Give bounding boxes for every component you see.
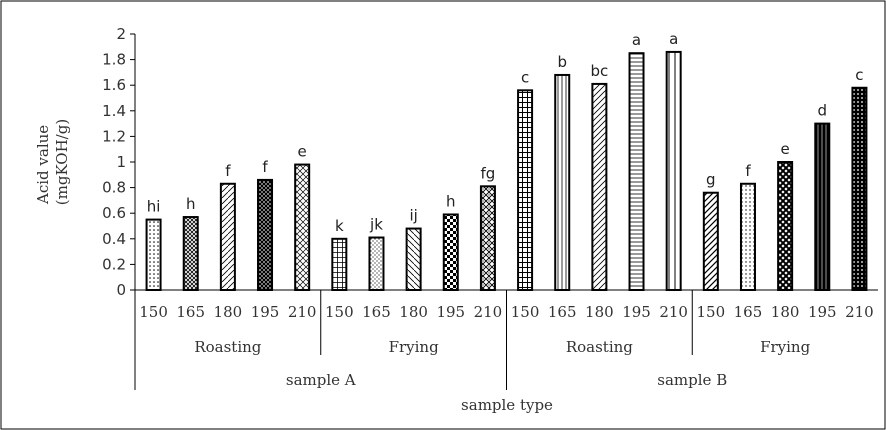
significance-label: a [669,30,678,48]
y-axis-label-line-1: Acid value [34,125,52,205]
bar [554,73,571,291]
y-tick-label: 1.6 [102,76,126,94]
y-tick-label: 0.8 [102,179,126,197]
bar [739,182,756,291]
significance-label: bc [590,62,608,80]
y-tick-label: 0.2 [102,255,126,273]
y-tick-label: 1.4 [102,102,126,120]
significance-label: f [225,162,231,180]
method-label: Frying [389,338,440,356]
bar [702,191,719,291]
significance-label: d [818,102,828,120]
y-tick-label: 0 [116,281,126,299]
bar-labels: hi h f f e k jk ij h fg c b bc a a g f e d c [147,30,864,235]
method-label: Frying [760,338,811,356]
bar [257,178,274,291]
sample-label: sample A [286,371,356,389]
bar [814,122,831,291]
x-tick-label: 195 [808,303,837,321]
x-tick-label: 150 [697,303,726,321]
x-axis: 150 165 180 195 210 150 165 180 195 210 150 165 180 1… [134,289,878,390]
x-tick-label: 150 [325,303,354,321]
significance-label: e [781,140,790,158]
x-tick-label: 195 [622,303,651,321]
bar [591,82,608,291]
x-tick-label: 165 [362,303,391,321]
bar [182,216,199,291]
bar [294,163,311,291]
y-tick-label: 2 [116,25,126,43]
bar [368,236,385,292]
x-tick-label: 165 [734,303,763,321]
bar [517,89,534,291]
significance-label: jk [369,216,383,234]
method-label: Roasting [566,338,633,356]
significance-label: e [298,143,307,161]
y-axis-label: Acid value (mgKOH/g) [34,119,71,205]
significance-label: h [186,195,196,213]
significance-label: c [855,66,863,84]
y-tick-label: 0.4 [102,230,126,248]
x-tick-label: 150 [139,303,168,321]
x-axis-title: sample type [461,396,553,414]
x-tick-label: 165 [176,303,205,321]
x-tick-label: 180 [399,303,428,321]
x-tick-label: 195 [251,303,280,321]
significance-label: c [521,68,529,86]
x-tick-label: 150 [511,303,540,321]
bar [331,237,348,292]
y-tick-label: 1.8 [102,51,126,69]
x-tick-label: 165 [548,303,577,321]
sample-label: sample B [657,371,727,389]
bar [851,86,868,292]
x-tick-label: 210 [659,303,688,321]
significance-label: a [632,31,641,49]
bar [628,52,645,292]
bar [405,227,422,291]
significance-label: g [706,171,716,189]
significance-label: f [262,158,268,176]
x-tick-label: 180 [214,303,243,321]
x-tick-label: 210 [845,303,874,321]
y-tick-label: 1 [116,153,126,171]
bar [219,182,236,291]
significance-label: k [335,217,344,235]
y-tick-label: 0.6 [102,204,126,222]
x-tick-label: 180 [585,303,614,321]
y-tick-label: 1.2 [102,127,126,145]
significance-label: ij [409,207,417,225]
y-axis-label-line-2: (mgKOH/g) [53,119,71,205]
x-tick-label: 210 [288,303,317,321]
method-label: Roasting [194,338,261,356]
bar [145,218,162,292]
x-tick-label: 195 [436,303,465,321]
y-axis: 0 0.2 0.4 0.6 0.8 1 1.2 1.4 1.6 1.8 2 [102,25,136,299]
bar [777,161,794,291]
significance-label: hi [147,198,161,216]
x-tick-label: 210 [474,303,503,321]
bar [442,213,459,291]
significance-label: fg [481,164,496,182]
significance-label: h [446,192,456,210]
bars [145,50,868,292]
bar [479,185,496,292]
bar [665,50,682,291]
significance-label: f [745,162,751,180]
significance-label: b [557,53,567,71]
x-tick-label: 180 [771,303,800,321]
